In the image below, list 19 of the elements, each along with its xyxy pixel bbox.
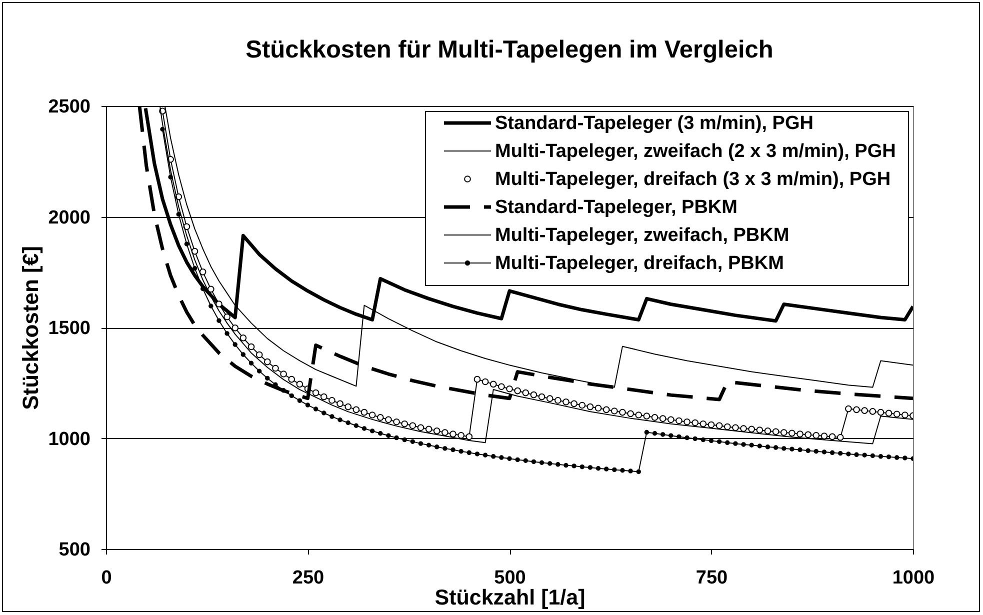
- x-tick-label: 0: [101, 568, 112, 588]
- x-tick-label: 750: [696, 568, 728, 588]
- x-tick-label: 1000: [892, 568, 935, 588]
- chart-title: Stückkosten für Multi-Tapelegen im Vergleich: [246, 36, 774, 64]
- y-tick-label: 1000: [48, 428, 90, 450]
- y-tick-label: 2000: [48, 207, 90, 228]
- legend-label: Multi-Tapeleger, zweifach (2 x 3 m/min), PGH: [495, 141, 896, 162]
- y-tick-label: 1500: [48, 318, 90, 339]
- legend-label: Standard-Tapeleger (3 m/min), PGH: [495, 113, 814, 134]
- y-tick-label: 2500: [48, 96, 90, 118]
- x-tick-label: 500: [494, 568, 526, 588]
- y-axis-title: Stückkosten [€]: [18, 246, 44, 410]
- legend-label: Multi-Tapeleger, dreifach, PBKM: [495, 253, 784, 274]
- x-axis-title: Stückzahl [1/a]: [434, 586, 586, 610]
- legend-label: Multi-Tapeleger, dreifach (3 x 3 m/min), PGH: [495, 169, 891, 190]
- x-tick-label: 250: [292, 568, 324, 588]
- legend-label: Multi-Tapeleger, zweifach, PBKM: [495, 225, 790, 246]
- legend-label: Standard-Tapeleger, PBKM: [495, 197, 738, 218]
- y-tick-label: 500: [58, 540, 90, 560]
